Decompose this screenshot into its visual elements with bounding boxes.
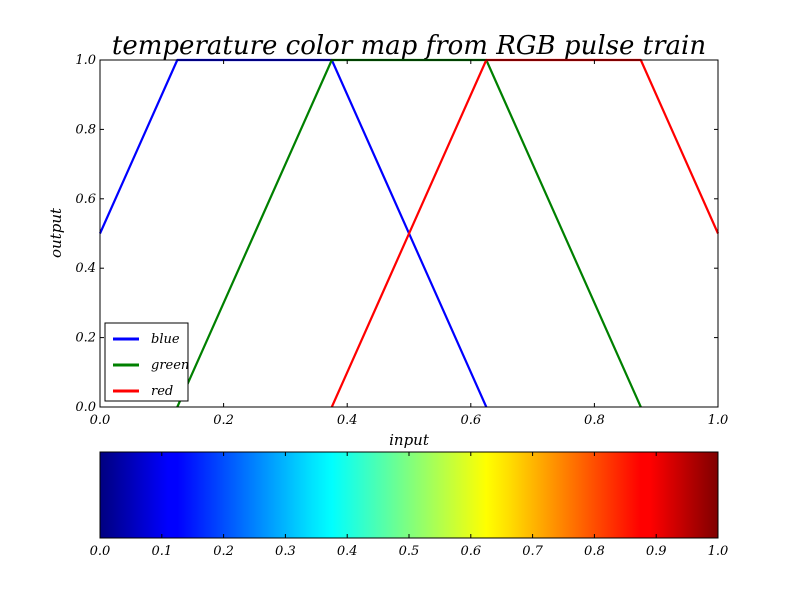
y-axis-ticks: 0.0 0.2 0.4 0.6 0.8 1.0 [75, 53, 718, 415]
y-axis-label: output [47, 207, 65, 258]
chart-title: temperature color map from RGB pulse tra… [112, 31, 706, 61]
x-tick-label: 0.0 [90, 413, 111, 428]
colorbar-tick-label: 0.1 [151, 544, 172, 559]
colorbar-tick-label: 0.7 [522, 544, 543, 559]
x-tick-label: 0.2 [213, 413, 234, 428]
x-tick-label: 1.0 [708, 413, 729, 428]
y-tick-label: 0.2 [75, 331, 96, 346]
legend-box [104, 322, 189, 402]
x-tick-label: 0.6 [460, 413, 481, 428]
y-tick-label: 0.0 [75, 400, 96, 415]
colorbar: 0.0 0.1 0.2 0.3 0.4 0.5 0.6 0.7 0.8 0.9 1.0 [90, 451, 729, 559]
colorbar-tick-label: 0.6 [460, 544, 481, 559]
colorbar-tick-label: 0.4 [337, 544, 358, 559]
legend-label-green: green [151, 358, 189, 373]
legend: blue green red [104, 322, 189, 402]
colorbar-tick-label: 0.5 [399, 544, 420, 559]
plot-lines [98, 58, 720, 408]
legend-label-red: red [151, 384, 173, 399]
x-axis-label: input [389, 431, 430, 449]
x-tick-label: 0.8 [584, 413, 605, 428]
colorbar-tick-label: 0.9 [646, 544, 667, 559]
colorbar-tick-label: 1.0 [708, 544, 729, 559]
legend-items: blue green red [113, 332, 189, 399]
colorbar-tick-label: 0.8 [584, 544, 605, 559]
y-tick-label: 0.6 [75, 192, 96, 207]
colorbar-gradient [100, 452, 718, 538]
series-line-red [330, 58, 720, 408]
x-axis-ticks: 0.0 0.2 0.4 0.6 0.8 1.0 [90, 60, 729, 428]
line-plot: 0.0 0.2 0.4 0.6 0.8 1.0 0.0 0.2 0.4 0.6 0.8 1.0 in… [47, 53, 728, 449]
x-tick-label: 0.4 [337, 413, 358, 428]
y-tick-label: 0.8 [75, 122, 96, 137]
legend-label-blue: blue [151, 332, 180, 347]
colorbar-tick-label: 0.0 [90, 544, 111, 559]
y-tick-label: 1.0 [75, 53, 96, 68]
colorbar-tick-label: 0.3 [275, 544, 296, 559]
colorbar-ticks: 0.0 0.1 0.2 0.3 0.4 0.5 0.6 0.7 0.8 0.9 1.0 [90, 452, 729, 559]
colorbar-tick-label: 0.2 [213, 544, 234, 559]
plot-frame [99, 59, 719, 408]
y-tick-label: 0.4 [75, 261, 96, 276]
